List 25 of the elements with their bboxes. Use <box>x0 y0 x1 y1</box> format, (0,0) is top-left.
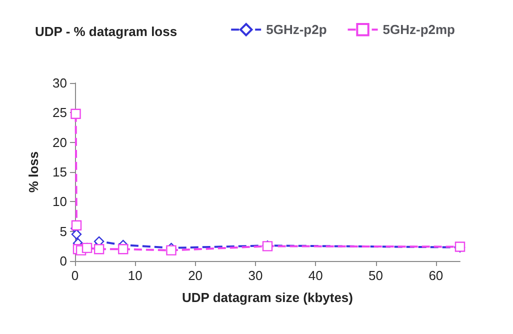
x-tick-label: 30 <box>248 268 263 283</box>
legend-label: 5GHz-p2mp <box>382 22 456 38</box>
point <box>70 108 81 119</box>
y-tick-label: 25 <box>52 105 67 120</box>
y-tick-label: 30 <box>52 76 67 90</box>
y-axis-title: % loss <box>26 151 41 193</box>
y-tick-label: 15 <box>52 164 67 180</box>
y-tick-label: 10 <box>52 194 67 210</box>
y-tick-label: 5 <box>60 224 67 239</box>
point <box>94 244 104 254</box>
y-tick-label: 20 <box>52 134 67 150</box>
x-tick-label: 40 <box>308 268 323 283</box>
point <box>118 244 128 254</box>
legend-label: 5GHz-p2p <box>266 22 327 38</box>
point <box>71 229 82 240</box>
point <box>71 220 82 230</box>
x-tick-label: 50 <box>368 268 384 283</box>
chart-title: UDP - % datagram loss <box>35 24 178 39</box>
x-tick-label: 0 <box>71 268 79 283</box>
y-tick-label: 0 <box>60 254 67 268</box>
point <box>166 245 176 256</box>
x-tick-label: 20 <box>188 268 203 283</box>
x-tick-label: 60 <box>428 268 444 283</box>
x-axis-title: UDP datagram size (kbytes) <box>182 290 353 305</box>
x-tick-label: 10 <box>128 268 142 283</box>
